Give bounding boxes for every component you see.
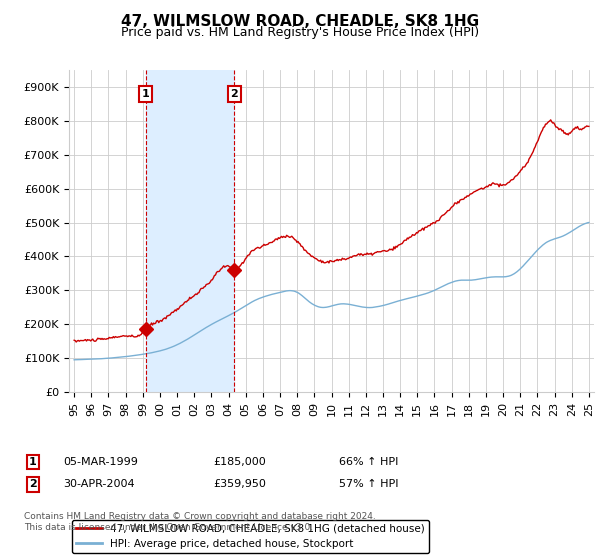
Text: 57% ↑ HPI: 57% ↑ HPI <box>339 479 398 489</box>
Text: £359,950: £359,950 <box>213 479 266 489</box>
Text: 1: 1 <box>142 88 149 99</box>
Legend: 47, WILMSLOW ROAD, CHEADLE, SK8 1HG (detached house), HPI: Average price, detach: 47, WILMSLOW ROAD, CHEADLE, SK8 1HG (det… <box>71 520 429 553</box>
Text: 2: 2 <box>230 88 238 99</box>
Text: 2: 2 <box>29 479 37 489</box>
Text: 05-MAR-1999: 05-MAR-1999 <box>63 457 138 467</box>
Text: Contains HM Land Registry data © Crown copyright and database right 2024.
This d: Contains HM Land Registry data © Crown c… <box>24 512 376 532</box>
Text: 66% ↑ HPI: 66% ↑ HPI <box>339 457 398 467</box>
Text: 30-APR-2004: 30-APR-2004 <box>63 479 134 489</box>
Text: Price paid vs. HM Land Registry's House Price Index (HPI): Price paid vs. HM Land Registry's House … <box>121 26 479 39</box>
Text: £185,000: £185,000 <box>213 457 266 467</box>
Bar <box>146 70 234 392</box>
Text: 47, WILMSLOW ROAD, CHEADLE, SK8 1HG: 47, WILMSLOW ROAD, CHEADLE, SK8 1HG <box>121 14 479 29</box>
Text: 1: 1 <box>29 457 37 467</box>
